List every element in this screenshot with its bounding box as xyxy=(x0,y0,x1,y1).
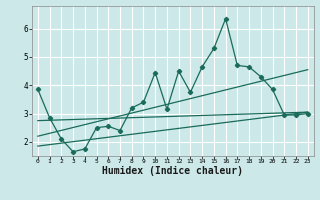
X-axis label: Humidex (Indice chaleur): Humidex (Indice chaleur) xyxy=(102,166,243,176)
